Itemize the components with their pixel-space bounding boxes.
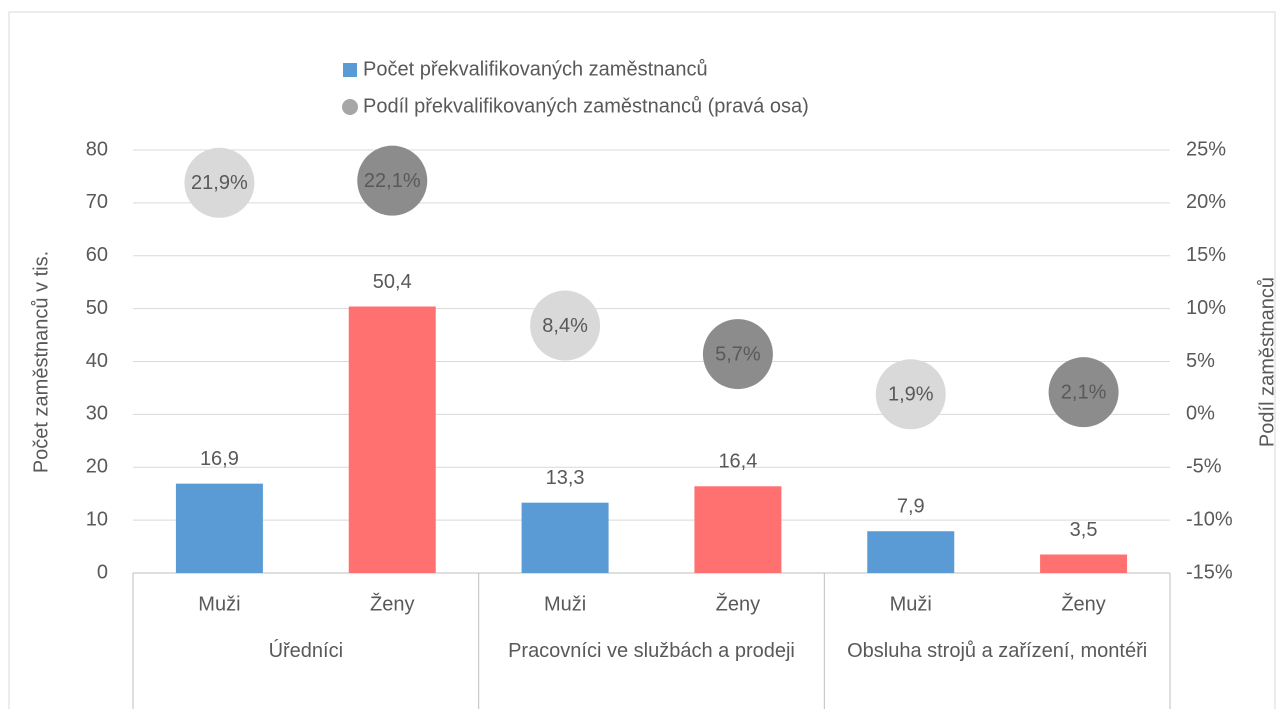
y-tick-label: 70 <box>86 191 108 213</box>
data-label: 16,9 <box>200 448 239 470</box>
x-tick-label: Ženy <box>370 592 414 615</box>
group-label: Úředníci <box>268 640 344 662</box>
x-tick-label: Muži <box>544 593 586 615</box>
bar <box>521 502 609 573</box>
y2-tick-label: 0% <box>1186 403 1215 425</box>
data-label: 2,1% <box>1061 381 1107 403</box>
bar <box>348 306 436 573</box>
legend-label: Podíl překvalifikovaných zaměstnanců (pr… <box>363 95 809 117</box>
y2-tick-label: 15% <box>1186 244 1226 266</box>
x-tick-label: Muži <box>890 593 932 615</box>
bar <box>1040 554 1128 573</box>
y2-tick-label: 5% <box>1186 350 1215 372</box>
data-label: 13,3 <box>546 467 585 489</box>
chart-frame <box>8 11 1276 709</box>
legend-swatch <box>343 63 357 77</box>
y2-tick-label: 25% <box>1186 138 1226 160</box>
y2-tick-label: 20% <box>1186 191 1226 213</box>
data-label: 22,1% <box>364 170 421 192</box>
point <box>702 319 773 390</box>
data-label: 8,4% <box>542 315 588 337</box>
legend-label: Počet překvalifikovaných zaměstnanců <box>363 58 708 80</box>
data-label: 1,9% <box>888 384 934 406</box>
y-tick-label: 80 <box>86 138 108 160</box>
data-label: 21,9% <box>191 172 248 194</box>
y-tick-label: 10 <box>86 508 108 530</box>
legend-swatch <box>342 99 358 115</box>
point <box>875 359 946 430</box>
x-tick-label: Ženy <box>1061 592 1105 615</box>
data-label: 50,4 <box>373 271 412 293</box>
y2-axis-label: Podíl zaměstnanců <box>1256 277 1278 447</box>
y2-tick-label: -15% <box>1186 561 1233 583</box>
y-axis-label: Počet zaměstnanců v tis. <box>30 251 52 473</box>
point <box>530 290 601 361</box>
point <box>1048 357 1119 428</box>
bar <box>867 531 955 573</box>
x-tick-label: Muži <box>198 593 240 615</box>
y2-tick-label: -5% <box>1186 456 1222 478</box>
y-tick-label: 50 <box>86 297 108 319</box>
y2-tick-label: -10% <box>1186 508 1233 530</box>
y-tick-label: 30 <box>86 403 108 425</box>
y-tick-label: 40 <box>86 350 108 372</box>
point <box>184 147 255 218</box>
point <box>357 145 428 216</box>
data-label: 16,4 <box>718 451 757 473</box>
x-tick-label: Ženy <box>716 592 760 615</box>
data-label: 3,5 <box>1070 519 1098 541</box>
bar <box>175 483 263 573</box>
y-tick-label: 20 <box>86 456 108 478</box>
bar <box>694 486 782 573</box>
y-tick-label: 60 <box>86 244 108 266</box>
group-label: Obsluha strojů a zařízení, montéři <box>847 640 1148 662</box>
group-label: Pracovníci ve službách a prodeji <box>508 640 795 662</box>
y2-tick-label: 10% <box>1186 297 1226 319</box>
data-label: 5,7% <box>715 343 761 365</box>
data-label: 7,9 <box>897 496 925 518</box>
y-tick-label: 0 <box>97 561 108 583</box>
